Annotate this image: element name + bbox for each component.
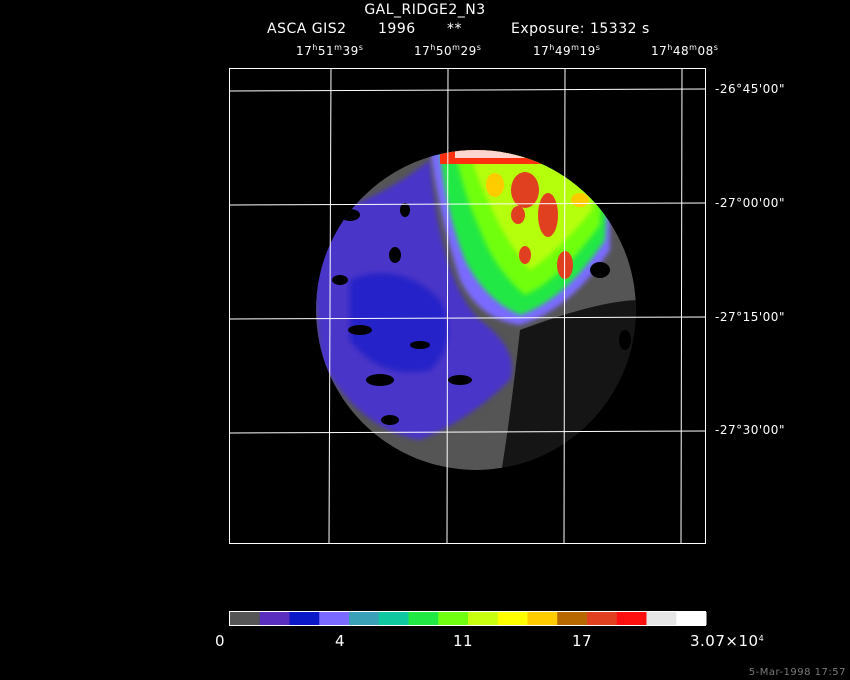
timestamp: 5-Mar-1998 17:57 <box>748 667 846 678</box>
image-frame <box>229 68 706 544</box>
colorbar-swatch <box>319 612 350 625</box>
colorbar-swatch <box>438 612 469 625</box>
colorbar-swatch <box>378 612 409 625</box>
colorbar-swatch <box>646 612 677 625</box>
colorbar <box>230 612 707 625</box>
colorbar-swatch <box>527 612 558 625</box>
colorbar-label-11: 11 <box>453 632 474 650</box>
colorbar-swatch <box>676 612 707 625</box>
colorbar-swatch <box>289 612 320 625</box>
colorbar-swatch <box>259 612 290 625</box>
colorbar-swatch <box>616 612 647 625</box>
colorbar-swatch <box>557 612 588 625</box>
dec-label-4: -27°30'00" <box>715 423 785 437</box>
colorbar-swatch <box>230 612 261 625</box>
year-label: 1996 <box>378 21 416 37</box>
ra-label-2: 17h50m29s <box>414 43 482 59</box>
dec-label-1: -26°45'00" <box>715 82 785 96</box>
colorbar-swatch <box>468 612 499 625</box>
colorbar-label-max: 3.07×104 <box>690 632 765 650</box>
mission-label: ASCA GIS2 <box>267 21 347 37</box>
colorbar-swatch <box>408 612 439 625</box>
dec-label-3: -27°15'00" <box>715 310 785 324</box>
exposure-label: Exposure: 15332 s <box>511 21 650 37</box>
image-title: GAL_RIDGE2_N3 <box>364 2 486 18</box>
colorbar-label-4: 4 <box>335 632 346 650</box>
colorbar-swatch <box>587 612 618 625</box>
ra-label-4: 17h48m08s <box>651 43 719 59</box>
colorbar-frame <box>229 611 706 626</box>
detector-field <box>316 150 636 470</box>
marker-label: ** <box>447 21 462 37</box>
ra-label-3: 17h49m19s <box>533 43 601 59</box>
colorbar-swatch <box>497 612 528 625</box>
colorbar-swatch <box>349 612 380 625</box>
ra-label-1: 17h51m39s <box>296 43 364 59</box>
colorbar-label-17: 17 <box>572 632 593 650</box>
dec-label-2: -27°00'00" <box>715 196 785 210</box>
coordinate-grid <box>228 67 707 544</box>
colorbar-label-0: 0 <box>215 632 226 650</box>
